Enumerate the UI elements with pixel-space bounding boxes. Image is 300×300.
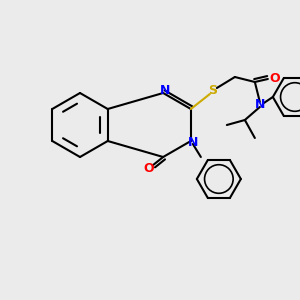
Text: S: S [208,85,217,98]
Text: N: N [255,98,265,110]
Text: N: N [160,83,170,97]
Text: O: O [269,73,280,85]
Text: O: O [144,163,154,176]
Text: N: N [188,136,198,149]
